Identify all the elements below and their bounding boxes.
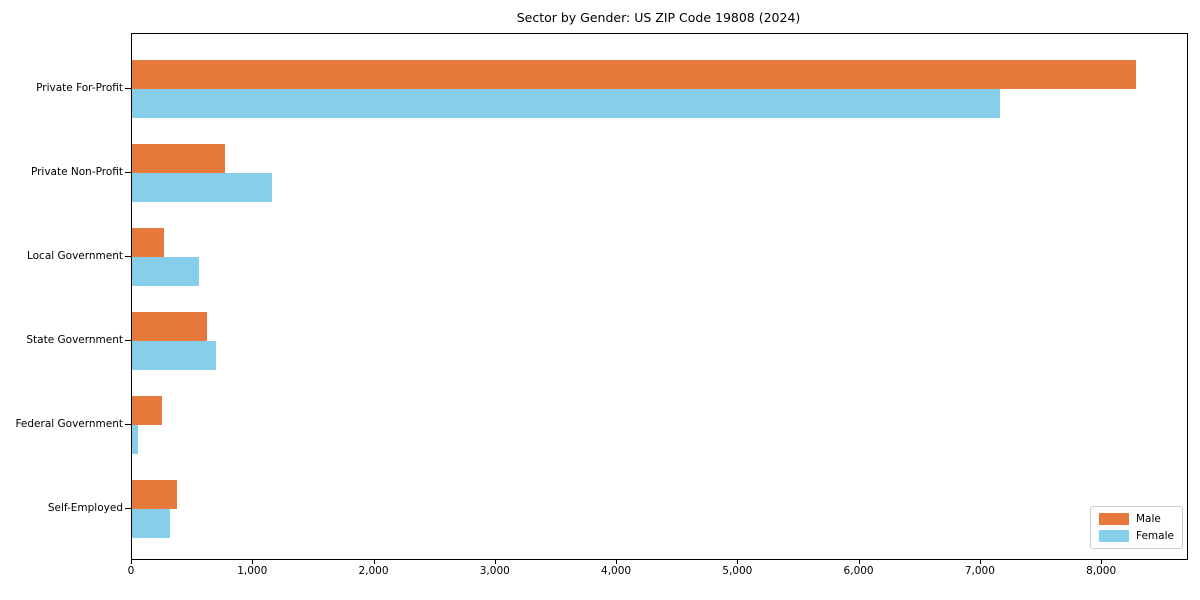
x-axis-tick-label-8-000: 8,000 — [1086, 565, 1117, 577]
bar-male-federal-government — [132, 396, 162, 425]
y-axis-tick — [125, 88, 131, 89]
legend-item-male: Male — [1099, 513, 1174, 525]
y-axis-category-label-local-government: Local Government — [26, 250, 123, 262]
x-axis-tick-label-6-000: 6,000 — [843, 565, 874, 577]
legend-label-male: Male — [1136, 513, 1161, 525]
bar-female-private-for-profit — [132, 89, 1001, 118]
bar-male-local-government — [132, 228, 164, 257]
x-axis-tick-label-1-000: 1,000 — [237, 565, 268, 577]
x-axis-tick-label-0: 0 — [127, 565, 135, 577]
x-axis-tick — [616, 559, 618, 564]
y-axis-category-label-federal-government: Federal Government — [15, 418, 123, 430]
y-axis-tick — [125, 508, 131, 509]
x-axis-tick-label-5-000: 5,000 — [722, 565, 753, 577]
x-axis-tick — [494, 559, 496, 564]
x-axis-tick — [737, 559, 739, 564]
bar-female-local-government — [132, 257, 200, 286]
x-axis-tick-label-7-000: 7,000 — [964, 565, 995, 577]
legend-label-female: Female — [1136, 530, 1174, 542]
x-axis-tick-label-3-000: 3,000 — [479, 565, 510, 577]
legend-swatch-female — [1099, 530, 1129, 542]
y-axis-tick — [125, 172, 131, 173]
y-axis-category-label-self-employed: Self-Employed — [47, 502, 123, 514]
chart-title: Sector by Gender: US ZIP Code 19808 (202… — [516, 10, 801, 25]
y-axis-category-label-private-for-profit: Private For-Profit — [36, 82, 123, 94]
x-axis-tick — [131, 559, 132, 564]
x-axis-tick — [979, 559, 981, 564]
x-axis-tick — [858, 559, 860, 564]
legend: Male Female — [1090, 506, 1183, 549]
bar-female-state-government — [132, 341, 217, 370]
bar-male-private-for-profit — [132, 60, 1137, 89]
y-axis-tick — [125, 340, 131, 341]
x-axis-tick-label-4-000: 4,000 — [601, 565, 632, 577]
legend-item-female: Female — [1099, 530, 1174, 542]
y-axis-category-label-private-non-profit: Private Non-Profit — [30, 166, 123, 178]
y-axis-tick — [125, 256, 131, 257]
bar-male-self-employed — [132, 480, 177, 509]
x-axis-tick-label-2-000: 2,000 — [358, 565, 389, 577]
bar-female-federal-government — [132, 425, 139, 454]
bar-female-private-non-profit — [132, 173, 272, 202]
bar-male-private-non-profit — [132, 144, 226, 173]
y-axis-category-label-state-government: State Government — [26, 334, 123, 346]
bar-female-self-employed — [132, 509, 170, 538]
bar-male-state-government — [132, 312, 208, 341]
x-axis-tick — [252, 559, 254, 564]
legend-swatch-male — [1099, 513, 1129, 525]
y-axis-tick — [125, 424, 131, 425]
plot-area — [131, 33, 1188, 560]
x-axis-tick — [1101, 559, 1103, 564]
x-axis-tick — [373, 559, 375, 564]
